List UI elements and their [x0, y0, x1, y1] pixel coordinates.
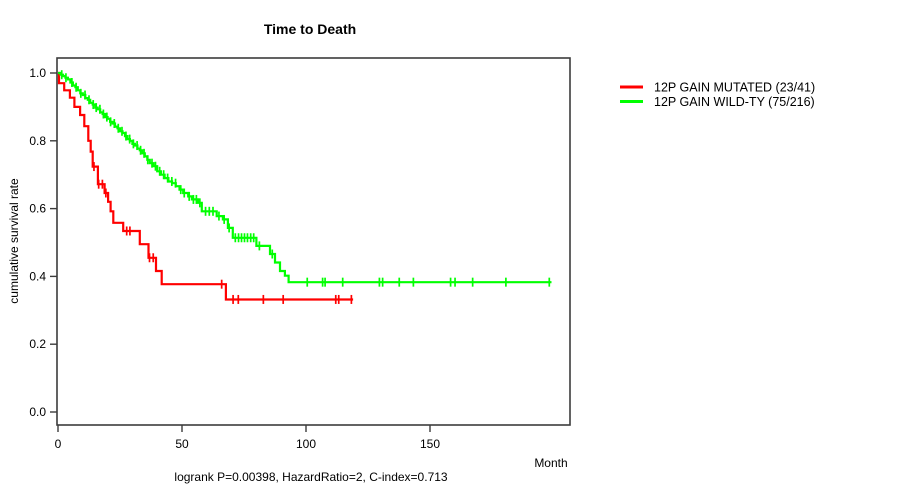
y-tick-label: 1.0	[29, 66, 46, 80]
y-tick-label: 0.8	[29, 134, 46, 148]
x-axis-label: Month	[534, 456, 567, 470]
legend: 12P GAIN MUTATED (23/41) 12P GAIN WILD-T…	[620, 81, 815, 109]
y-tick-label: 0.4	[29, 269, 46, 283]
legend-label-wild-type: 12P GAIN WILD-TY (75/216)	[654, 95, 815, 109]
legend-label-mutated: 12P GAIN MUTATED (23/41)	[654, 81, 815, 95]
x-tick-label: 50	[175, 437, 189, 451]
y-tick-label: 0.6	[29, 202, 46, 216]
y-tick-label: 0.0	[29, 405, 46, 419]
y-tick-label: 0.2	[29, 337, 46, 351]
y-axis-label: cumulative survival rate	[7, 178, 21, 304]
x-axis: 0 50 100 150	[55, 425, 440, 451]
survival-curves	[57, 70, 552, 304]
x-tick-label: 0	[55, 437, 62, 451]
x-tick-label: 100	[296, 437, 316, 451]
y-axis: 0.0 0.2 0.4 0.6 0.8 1.0	[29, 66, 57, 419]
x-tick-label: 150	[420, 437, 440, 451]
footer-stats: logrank P=0.00398, HazardRatio=2, C-inde…	[174, 470, 448, 484]
chart-title: Time to Death	[264, 21, 356, 37]
curve-12p-gain-wild-ty-75-216	[58, 71, 552, 284]
plot-area-box	[56, 57, 571, 426]
